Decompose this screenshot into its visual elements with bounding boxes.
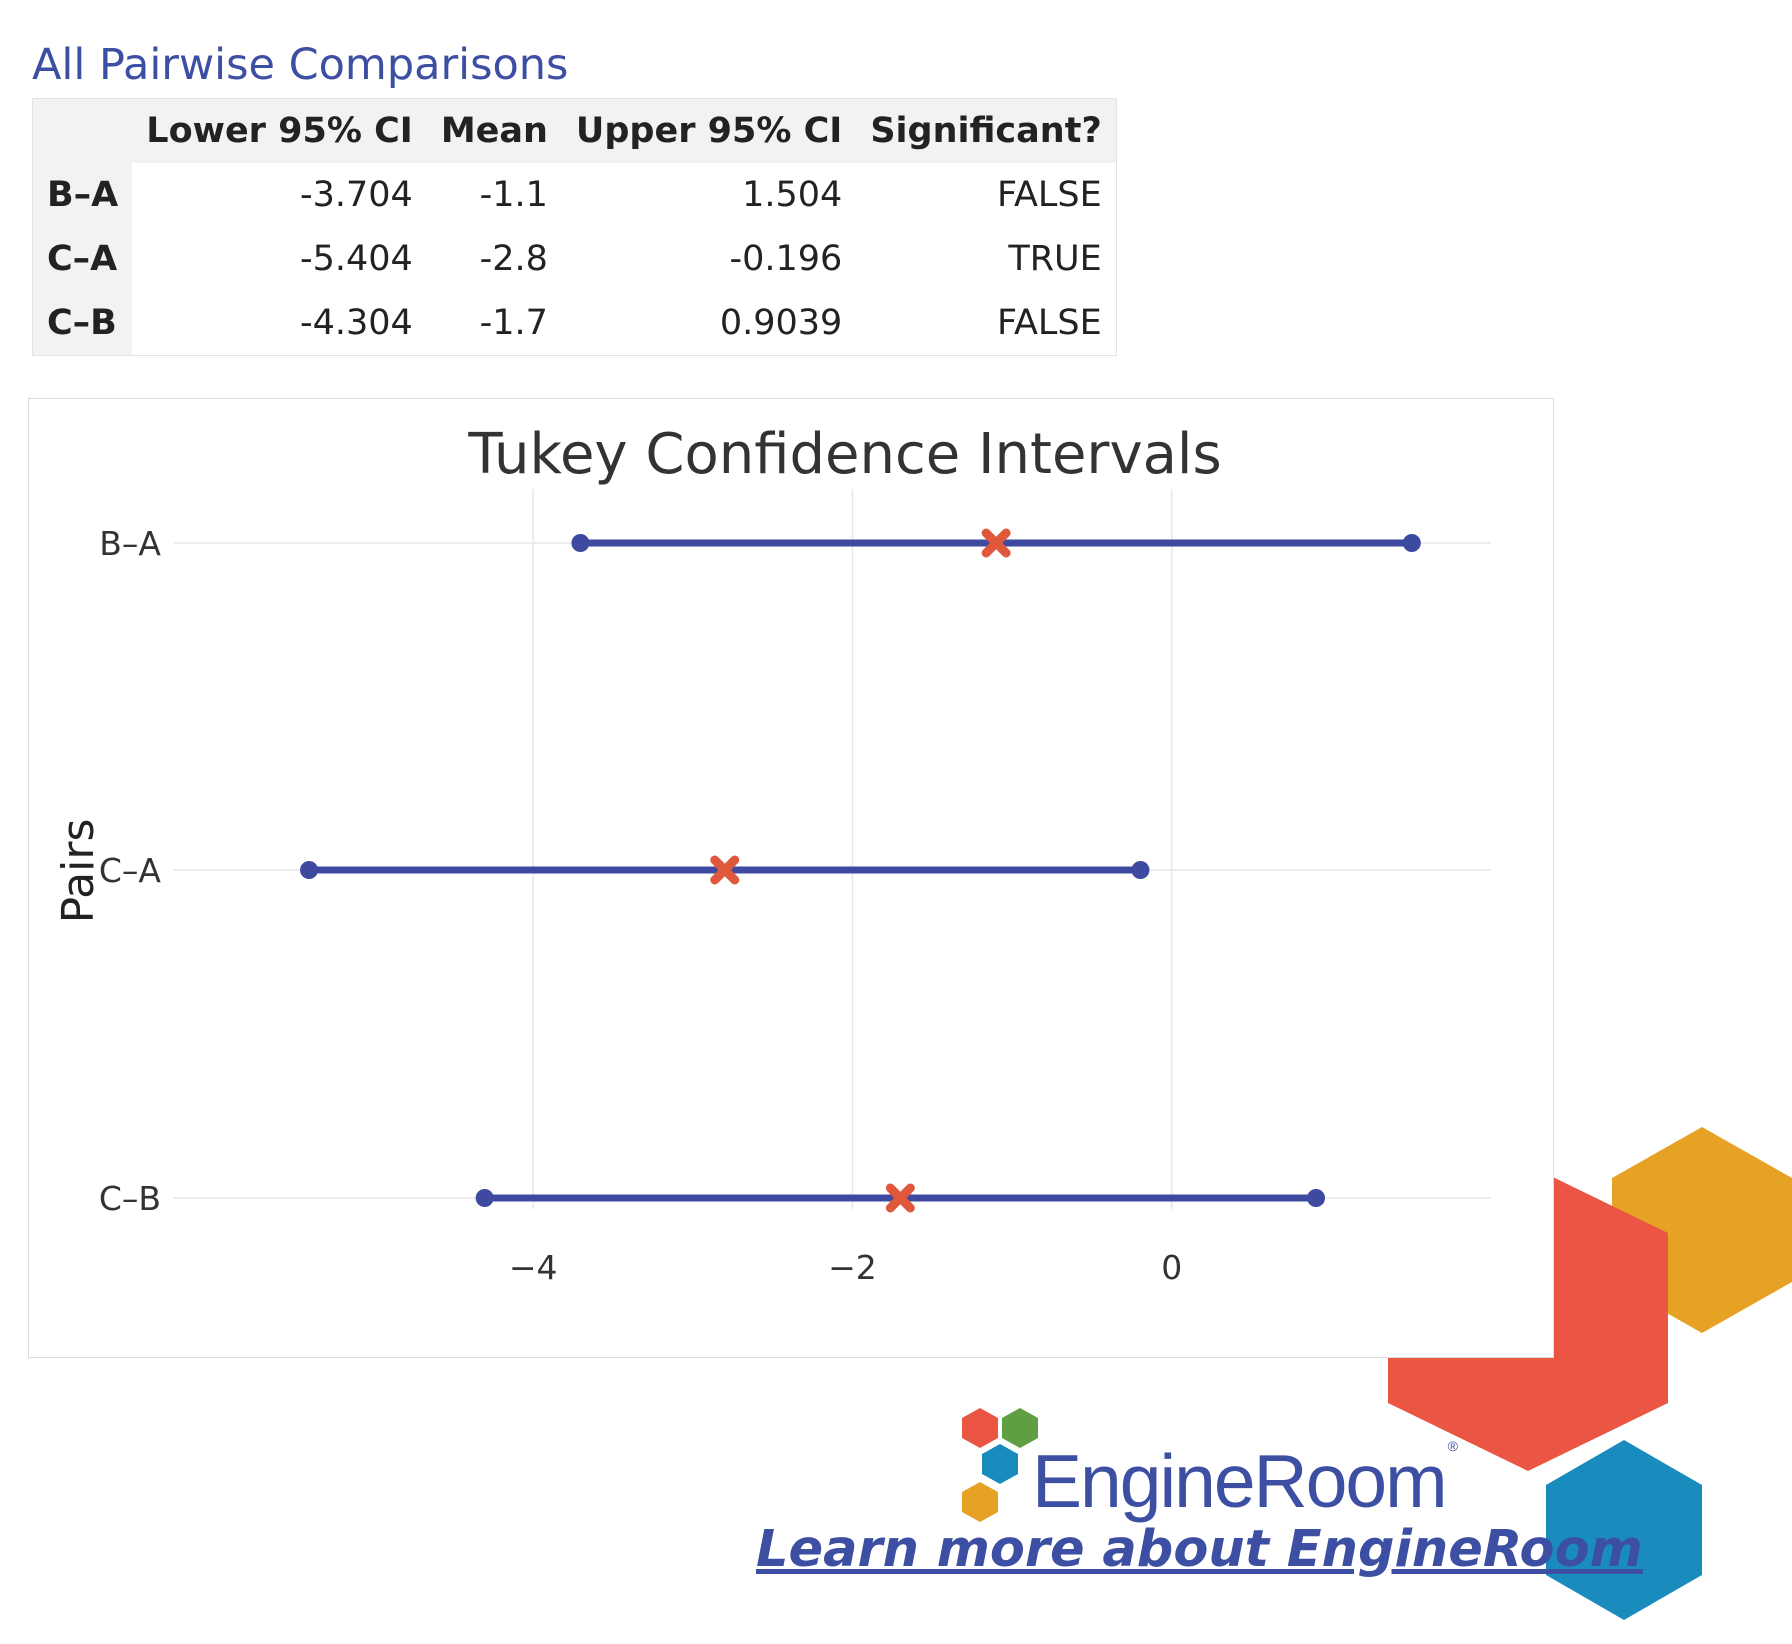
- cell-upper: 0.9039: [719, 303, 843, 343]
- blue-hexagon-decoration: [1546, 1440, 1702, 1620]
- cell-mean: -1.7: [479, 303, 548, 343]
- ci-upper-point: [1402, 534, 1421, 552]
- mean-x-marker: [885, 1183, 915, 1213]
- cell-significant: FALSE: [997, 175, 1102, 215]
- row-label: C–A: [32, 227, 133, 291]
- cell-significant: TRUE: [1008, 239, 1102, 279]
- cell-lower: -3.704: [299, 175, 413, 215]
- row-label: B–A: [32, 163, 133, 227]
- brand-name: EngineRoom ®: [1032, 1438, 1458, 1524]
- logo-green-hex: [1002, 1408, 1038, 1448]
- row-label: C–B: [32, 291, 133, 356]
- grid-lines: [174, 489, 1491, 1209]
- registered-mark: ®: [1447, 1438, 1458, 1454]
- table-row: C–A -5.404 -2.8 -0.196 TRUE: [32, 227, 1117, 291]
- header-upper-ci: Upper 95% CI: [561, 98, 857, 163]
- brand-name-text: EngineRoom: [1032, 1439, 1448, 1523]
- learn-more-link[interactable]: Learn more about EngineRoom: [756, 1520, 1643, 1579]
- axis-ticks: −4 −2 0 B–A C–A C–B: [99, 524, 1182, 1287]
- cell-mean: -2.8: [479, 239, 548, 279]
- header-corner: [32, 98, 133, 163]
- tukey-chart-panel: Tukey Confidence Intervals Pairs −4 −2 0 B–…: [28, 398, 1554, 1358]
- table-header-row: Lower 95% CI Mean Upper 95% CI Significa…: [32, 98, 1117, 163]
- logo-blue-hex: [982, 1444, 1018, 1484]
- interval-series: [300, 528, 1421, 1213]
- blue-hexagon-shape: [1546, 1440, 1702, 1620]
- section-title: All Pairwise Comparisons: [32, 40, 569, 90]
- mean-x-marker: [981, 528, 1011, 558]
- cell-upper: 1.504: [742, 175, 843, 215]
- mean-x-marker: [710, 855, 740, 885]
- ci-upper-point: [1131, 861, 1150, 879]
- pairwise-comparisons-table: Lower 95% CI Mean Upper 95% CI Significa…: [32, 98, 1117, 356]
- table-row: C–B -4.304 -1.7 0.9039 FALSE: [32, 291, 1117, 356]
- ci-upper-point: [1307, 1189, 1326, 1207]
- table-row: B–A -3.704 -1.1 1.504 FALSE: [32, 163, 1117, 227]
- cell-upper: -0.196: [729, 239, 843, 279]
- cell-lower: -4.304: [299, 303, 413, 343]
- header-significant: Significant?: [856, 98, 1117, 163]
- cell-mean: -1.1: [479, 175, 548, 215]
- cell-lower: -5.404: [299, 239, 413, 279]
- y-tick-label: C–A: [99, 851, 162, 890]
- x-tick-label: 0: [1161, 1248, 1182, 1287]
- y-tick-label: C–B: [99, 1179, 161, 1218]
- ci-lower-point: [571, 534, 590, 552]
- logo-yellow-hex: [962, 1482, 998, 1522]
- y-tick-label: B–A: [99, 524, 161, 563]
- engineroom-logo-icon: [962, 1408, 1038, 1522]
- header-lower-ci: Lower 95% CI: [132, 98, 427, 163]
- ci-lower-point: [475, 1189, 494, 1207]
- header-mean: Mean: [426, 98, 562, 163]
- chart-title: Tukey Confidence Intervals: [467, 422, 1221, 487]
- x-tick-label: −2: [828, 1248, 877, 1287]
- cell-significant: FALSE: [997, 303, 1102, 343]
- x-tick-label: −4: [509, 1248, 558, 1287]
- tukey-chart: Tukey Confidence Intervals Pairs −4 −2 0 B–…: [53, 422, 1491, 1287]
- ci-lower-point: [300, 861, 319, 879]
- y-axis-title: Pairs: [53, 819, 104, 924]
- logo-red-hex: [962, 1408, 998, 1448]
